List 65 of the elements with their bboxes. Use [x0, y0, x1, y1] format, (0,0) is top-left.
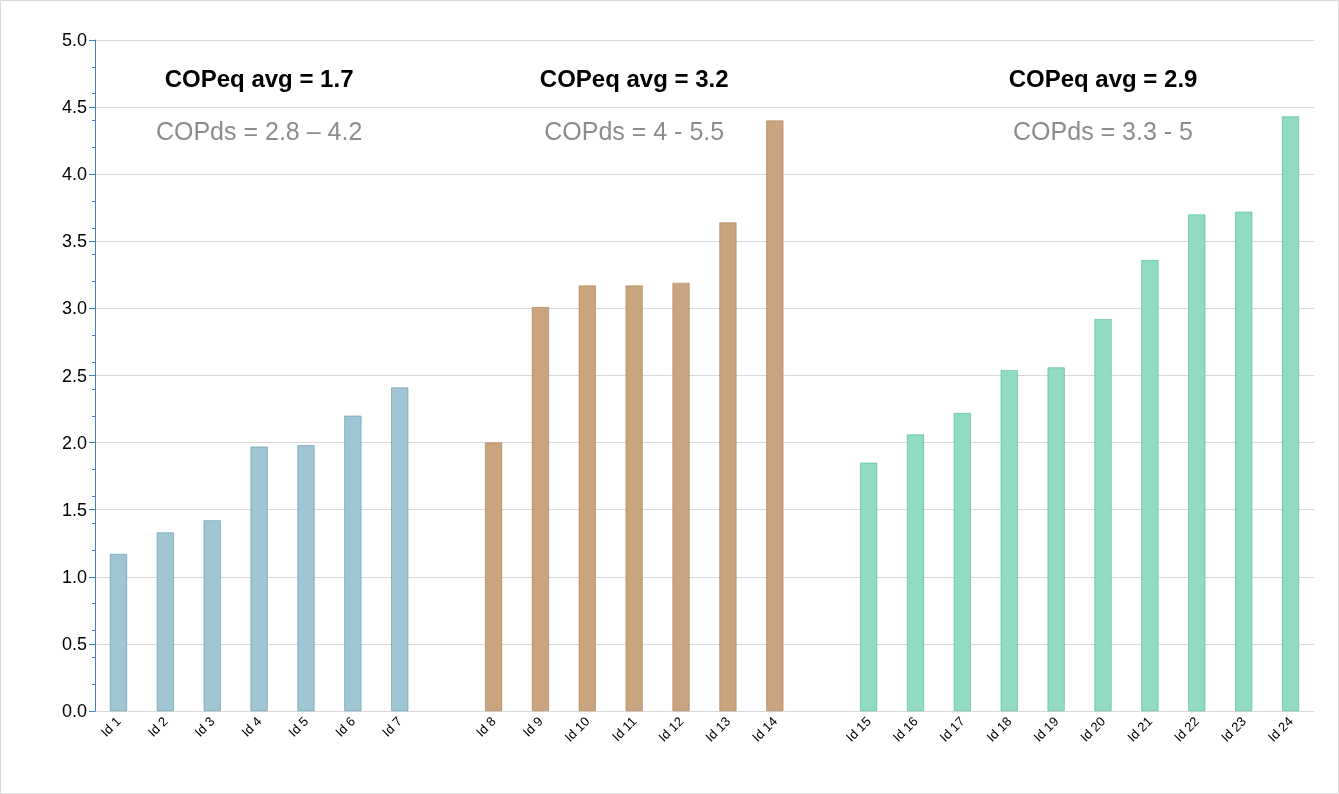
- annotation: COPds = 4 - 5.5: [544, 117, 725, 145]
- x-tick-label: Id 18: [983, 713, 1015, 745]
- x-tick-label: Id 7: [379, 713, 406, 740]
- x-tick-label: Id 16: [889, 713, 921, 745]
- annotation: COPeq avg = 1.7: [164, 64, 354, 92]
- bar: [109, 553, 127, 711]
- bar: [391, 387, 409, 711]
- x-tick-label: Id 24: [1264, 713, 1296, 745]
- bar: [1000, 370, 1018, 711]
- bar: [344, 415, 362, 711]
- annotation: COPds = 3.3 - 5: [1013, 117, 1193, 145]
- bar: [766, 120, 784, 711]
- x-tick-label: Id 22: [1171, 713, 1203, 745]
- y-tick-label: 3.5: [61, 231, 87, 252]
- bar: [1141, 260, 1159, 711]
- x-tick-label: Id 15: [842, 713, 874, 745]
- bar: [156, 532, 174, 711]
- x-tick-label: Id 2: [144, 713, 171, 740]
- bar: [906, 434, 924, 711]
- x-tick-label: Id 12: [655, 713, 687, 745]
- bar: [1094, 319, 1112, 711]
- y-tick-label: 5.0: [61, 30, 87, 50]
- y-tick-label: 2.5: [61, 365, 87, 386]
- y-tick-label: 1.5: [61, 499, 87, 520]
- bar: [672, 282, 690, 711]
- x-tick-label: Id 10: [561, 713, 593, 745]
- annotation: COPeq avg = 2.9: [1008, 64, 1198, 92]
- bar: [1188, 214, 1206, 711]
- bar: [578, 285, 596, 711]
- x-tick-label: Id 14: [749, 713, 781, 745]
- bar: [719, 222, 737, 711]
- bar: [1047, 367, 1065, 711]
- y-tick-label: 3.0: [61, 298, 87, 319]
- y-tick-label: 1.0: [61, 566, 87, 587]
- x-tick-label: Id 1: [97, 713, 124, 740]
- bar: [485, 442, 503, 711]
- y-tick-label: 4.5: [61, 97, 87, 118]
- x-tick-label: Id 8: [472, 713, 499, 740]
- x-tick-label: Id 19: [1030, 713, 1062, 745]
- bar: [953, 413, 971, 711]
- x-tick-label: Id 13: [702, 713, 734, 745]
- annotation: COPeq avg = 3.2: [539, 64, 729, 92]
- x-tick-label: Id 3: [191, 713, 218, 740]
- y-tick-label: 0.0: [61, 701, 87, 721]
- annotation: COPds = 2.8 – 4.2: [155, 117, 363, 145]
- x-tick-label: Id 23: [1217, 713, 1249, 745]
- y-tick-label: 2.0: [61, 432, 87, 453]
- x-tick-label: Id 9: [519, 713, 546, 740]
- x-tick-label: Id 20: [1077, 713, 1109, 745]
- x-tick-label: Id 4: [238, 713, 265, 740]
- bar: [625, 285, 643, 711]
- bar: [531, 307, 549, 711]
- bar: [860, 462, 878, 711]
- bar: [1282, 116, 1300, 711]
- bar: [297, 445, 315, 711]
- x-tick-label: Id 5: [285, 713, 312, 740]
- y-tick-label: 0.5: [61, 633, 87, 654]
- x-tick-label: Id 17: [936, 713, 968, 745]
- bar: [1235, 211, 1253, 711]
- x-tick-label: Id 11: [609, 713, 640, 745]
- x-tick-label: Id 21: [1124, 713, 1156, 745]
- bar: [203, 520, 221, 711]
- x-tick-label: Id 6: [332, 713, 359, 740]
- bar: [250, 446, 268, 711]
- y-tick-label: 4.0: [61, 164, 87, 185]
